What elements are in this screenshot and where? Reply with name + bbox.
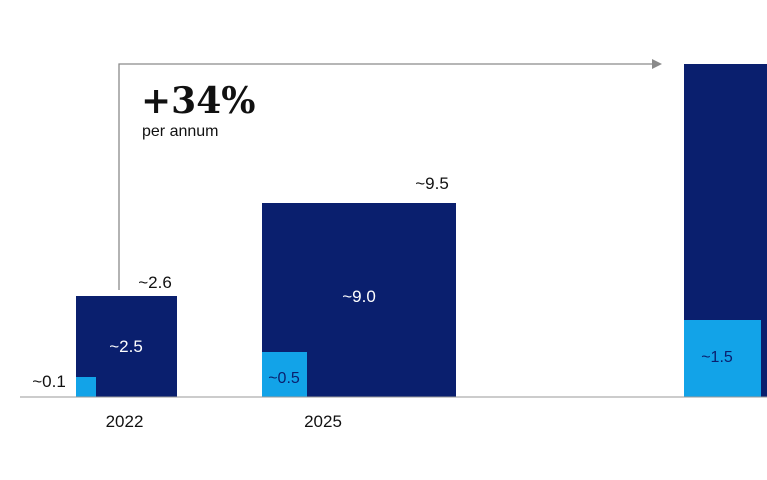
labels-group: 2022 2025 ~2.5 ~9.0 ~0.1 ~0.5 ~1.5 ~2.6 ~9.5 — [32, 174, 733, 431]
x-tick-label-1: 2025 — [304, 412, 342, 431]
cagr-subtitle: per annum — [142, 123, 219, 140]
bar-light-0 — [76, 377, 96, 397]
cagr-value: +34% — [141, 80, 255, 122]
total-label-0: ~2.6 — [138, 273, 172, 292]
cagr-annotation: +34% per annum — [118, 59, 662, 290]
light-segment-label-0: ~0.1 — [32, 372, 66, 391]
x-tick-label-0: 2022 — [106, 412, 144, 431]
bars-group — [76, 64, 767, 397]
cagr-arrow-head — [652, 59, 662, 69]
cagr-bracket-line — [118, 63, 652, 290]
light-segment-label-2: ~1.5 — [701, 349, 733, 366]
bar-light-1 — [262, 352, 307, 397]
dark-segment-label-0: ~2.5 — [109, 337, 143, 356]
total-label-1: ~9.5 — [415, 174, 449, 193]
light-segment-label-1: ~0.5 — [268, 370, 300, 387]
dark-segment-label-1: ~9.0 — [342, 287, 376, 306]
bar-light-2 — [684, 320, 761, 397]
